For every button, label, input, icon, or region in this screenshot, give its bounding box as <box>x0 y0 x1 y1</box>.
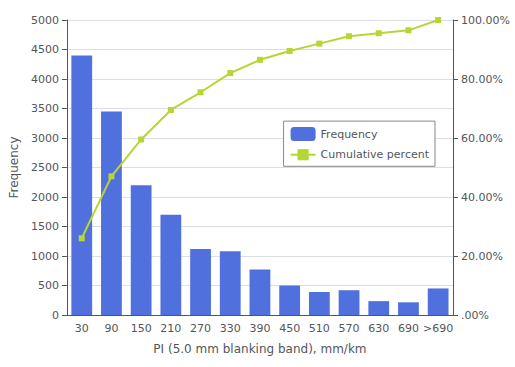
svg-text:450: 450 <box>279 322 300 335</box>
svg-text:1000: 1000 <box>31 250 59 263</box>
svg-text:3000: 3000 <box>31 132 59 145</box>
svg-text:90: 90 <box>104 322 118 335</box>
svg-text:690: 690 <box>398 322 419 335</box>
svg-text:Cumulative percent: Cumulative percent <box>321 148 430 161</box>
svg-text:2500: 2500 <box>31 161 59 174</box>
svg-text:20.00%: 20.00% <box>461 250 503 263</box>
svg-text:3500: 3500 <box>31 102 59 115</box>
svg-text:150: 150 <box>131 322 152 335</box>
svg-text:40.00%: 40.00% <box>461 191 503 204</box>
svg-text:4500: 4500 <box>31 43 59 56</box>
svg-text:510: 510 <box>309 322 330 335</box>
svg-text:>690: >690 <box>423 322 453 335</box>
svg-text:630: 630 <box>368 322 389 335</box>
svg-text:1500: 1500 <box>31 220 59 233</box>
svg-text:100.00%: 100.00% <box>461 14 510 27</box>
svg-text:500: 500 <box>38 279 59 292</box>
svg-text:2000: 2000 <box>31 191 59 204</box>
svg-text:0: 0 <box>52 309 59 322</box>
svg-text:80.00%: 80.00% <box>461 73 503 86</box>
svg-text:4000: 4000 <box>31 73 59 86</box>
svg-text:60.00%: 60.00% <box>461 132 503 145</box>
svg-text:.00%: .00% <box>461 309 489 322</box>
svg-text:PI (5.0 mm blanking band), mm/: PI (5.0 mm blanking band), mm/km <box>153 342 366 356</box>
svg-text:5000: 5000 <box>31 14 59 27</box>
svg-text:210: 210 <box>160 322 181 335</box>
svg-text:390: 390 <box>249 322 270 335</box>
svg-text:330: 330 <box>220 322 241 335</box>
svg-text:30: 30 <box>75 322 89 335</box>
svg-text:Frequency: Frequency <box>7 137 21 199</box>
svg-text:270: 270 <box>190 322 211 335</box>
svg-text:570: 570 <box>339 322 360 335</box>
svg-text:Frequency: Frequency <box>321 128 378 141</box>
